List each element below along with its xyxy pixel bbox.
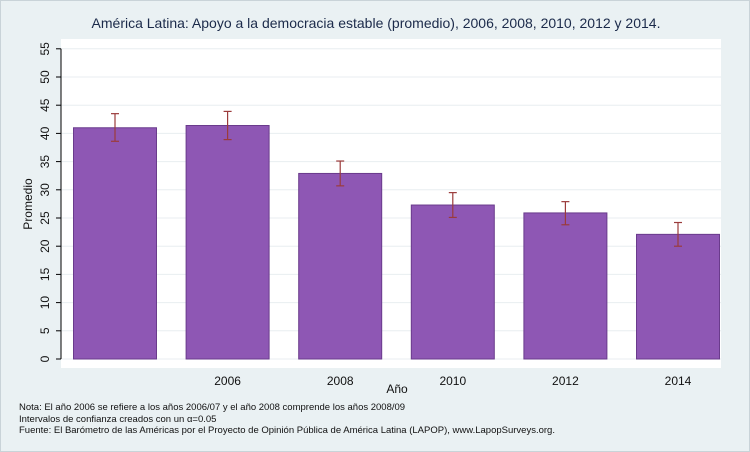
y-tick-label: 10 — [38, 296, 52, 310]
y-tick-label: 15 — [38, 267, 52, 281]
bar — [410, 204, 495, 360]
source-note: Fuente: El Barómetro de las Américas por… — [19, 425, 555, 436]
bar — [298, 172, 383, 360]
y-tick-label: 20 — [38, 239, 52, 253]
bar — [523, 212, 608, 360]
x-axis: 2006 2008 2010 2012 2014 — [214, 374, 691, 388]
confidence-note: Intervalos de confianza creados con un α… — [19, 413, 217, 425]
x-tick-label: 2010 — [439, 374, 466, 388]
bars — [73, 125, 720, 360]
bar — [73, 127, 157, 360]
y-axis-label: Promedio — [21, 178, 35, 230]
bar-chart: América Latina: Apoyo a la democracia es… — [21, 15, 721, 396]
y-tick-label: 0 — [38, 355, 52, 362]
plot-area — [61, 39, 721, 368]
y-tick-label: 45 — [38, 98, 52, 112]
y-tick-label: 25 — [38, 211, 52, 225]
y-axis: 0 5 10 15 20 25 30 35 40 45 50 55 — [38, 42, 62, 362]
error-bars — [111, 110, 682, 247]
note-line: Nota: El año 2006 se refiere a los años … — [19, 402, 406, 413]
y-tick-label: 5 — [38, 327, 52, 334]
y-tick-label: 40 — [38, 126, 52, 140]
y-tick-label: 35 — [38, 155, 52, 169]
x-tick-label: 2012 — [552, 374, 579, 388]
y-tick-label: 50 — [38, 70, 52, 84]
y-tick-label: 30 — [38, 183, 52, 197]
x-axis-label: Año — [386, 382, 408, 396]
bar — [185, 125, 270, 360]
footnotes: Nota: El año 2006 se refiere a los años … — [19, 402, 555, 437]
y-tick-label: 55 — [38, 42, 52, 56]
x-tick-label: 2014 — [665, 374, 692, 388]
bar — [636, 233, 720, 360]
chart-title: América Latina: Apoyo a la democracia es… — [92, 15, 661, 31]
gridlines — [61, 48, 721, 360]
x-tick-label: 2006 — [214, 374, 241, 388]
x-tick-label: 2008 — [327, 374, 354, 388]
